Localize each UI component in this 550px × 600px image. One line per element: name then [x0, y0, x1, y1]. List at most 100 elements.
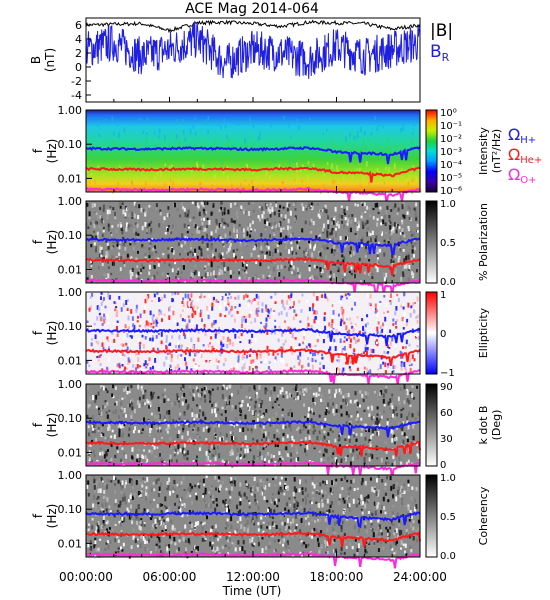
spectro-cell	[167, 206, 170, 210]
spectro-cell	[100, 507, 103, 511]
spectro-cell	[116, 326, 118, 331]
spectro-cell	[100, 477, 103, 482]
spectro-cell	[178, 141, 181, 146]
spectro-cell	[160, 482, 163, 486]
spectro-cell	[184, 352, 187, 355]
spectro-cell	[265, 317, 268, 322]
spectro-cell	[140, 263, 143, 267]
spectro-cell	[324, 418, 327, 421]
spectro-cell	[198, 246, 201, 249]
spectro-cell	[411, 354, 414, 359]
spectro-cell	[91, 439, 94, 445]
spectro-cell	[137, 491, 140, 496]
spectro-cell	[360, 417, 363, 421]
spectro-cell	[201, 318, 203, 322]
spectro-cell	[349, 399, 352, 404]
spectro-cell	[159, 503, 162, 507]
spectro-cell	[262, 521, 265, 524]
spectro-cell	[207, 262, 210, 266]
spectro-cell	[87, 385, 90, 390]
spectro-cell	[252, 437, 255, 441]
x-tick-label: 00:00:00	[59, 570, 113, 584]
spectro-cell	[274, 248, 277, 254]
spectro-cell	[168, 415, 171, 420]
spectro-cell	[125, 342, 128, 346]
spectro-cell	[219, 268, 222, 273]
spectro-cell	[313, 447, 316, 450]
spectro-cell	[224, 410, 227, 414]
spectro-cell	[211, 545, 214, 550]
spectro-cell	[190, 337, 193, 343]
spectro-cell	[95, 220, 98, 225]
colorbar-label: % Polarization	[477, 203, 490, 281]
spectro-cell	[350, 321, 353, 325]
spectro-cell	[108, 409, 111, 413]
spectro-cell	[146, 363, 149, 366]
spectro-cell	[396, 212, 399, 216]
spectro-cell	[273, 539, 276, 543]
spectro-cell	[329, 406, 332, 411]
spectro-cell	[293, 503, 296, 508]
spectro-cell	[135, 257, 138, 262]
spectro-cell	[267, 314, 270, 318]
spectro-cell	[221, 502, 224, 508]
spectro-cell	[250, 343, 253, 346]
spectro-cell	[87, 432, 90, 437]
spectro-cell	[279, 252, 282, 256]
spectro-cell	[323, 459, 326, 462]
spectro-cell	[158, 414, 161, 419]
spectro-cell	[221, 211, 224, 216]
spectro-cell	[202, 202, 205, 207]
spectro-cell	[328, 509, 331, 513]
spectro-cell	[274, 400, 277, 403]
spectro-cell	[210, 453, 213, 459]
spectro-cell	[398, 400, 401, 406]
spectro-cell	[305, 544, 308, 549]
spectro-cell	[269, 213, 272, 218]
spectro-cell	[374, 238, 377, 242]
spectro-cell	[387, 499, 390, 503]
spectro-cell	[195, 256, 198, 260]
spectro-cell	[406, 398, 409, 403]
spectro-cell	[190, 272, 193, 277]
spectro-cell	[236, 423, 239, 426]
spectro-cell	[234, 235, 237, 239]
f-ytick-label: 0.10	[58, 138, 83, 151]
spectro-cell	[149, 231, 152, 235]
spectro-cell	[406, 438, 409, 443]
spectro-cell	[217, 120, 219, 127]
spectro-cell	[97, 124, 99, 127]
spectro-cell	[178, 430, 180, 435]
spectro-cell	[97, 529, 100, 534]
spectro-cell	[376, 218, 379, 221]
spectro-cell	[88, 457, 91, 462]
spectro-cell	[343, 551, 346, 555]
spectro-cell	[89, 296, 92, 299]
spectro-cell	[389, 398, 392, 404]
spectro-cell	[89, 398, 92, 402]
spectro-cell	[340, 405, 343, 409]
spectro-cell	[235, 436, 238, 440]
spectro-cell	[171, 292, 174, 296]
spectro-cell	[199, 393, 201, 398]
spectro-cell	[219, 484, 222, 488]
spectro-cell	[156, 534, 159, 538]
spectro-cell	[326, 407, 329, 411]
spectro-cell	[359, 280, 362, 285]
spectro-cell	[335, 457, 337, 462]
spectro-cell	[149, 401, 152, 405]
spectro-cell	[132, 536, 135, 541]
spectro-cell	[394, 255, 397, 259]
spectro-cell	[137, 429, 140, 433]
spectro-cell	[404, 505, 407, 508]
spectro-cell	[206, 248, 209, 251]
spectro-cell	[321, 269, 324, 274]
spectro-cell	[264, 485, 267, 490]
spectro-cell	[127, 302, 130, 305]
spectro-cell	[413, 326, 416, 330]
f-ytick-label: 0.01	[58, 263, 83, 276]
spectro-cell	[231, 436, 233, 441]
spectro-cell	[280, 353, 283, 358]
spectro-cell	[247, 228, 250, 234]
spectro-cell	[91, 431, 94, 434]
